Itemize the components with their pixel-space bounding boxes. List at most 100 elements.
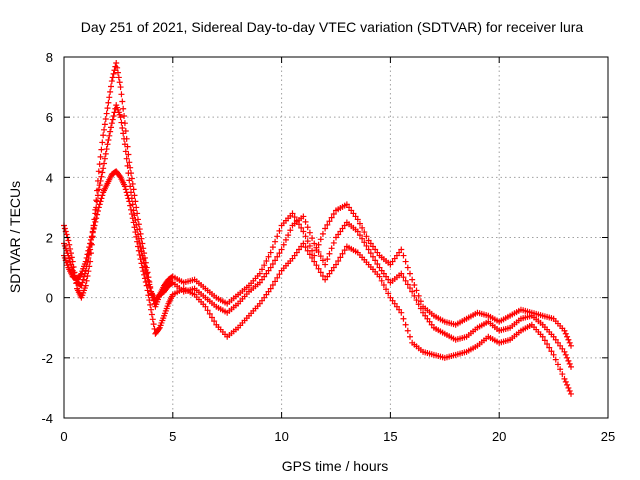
data-point-fill <box>134 238 141 245</box>
data-point-fill <box>328 245 335 252</box>
data-point-fill <box>541 337 548 344</box>
data-point-fill <box>118 91 125 98</box>
data-point-fill <box>291 214 298 221</box>
data-point-fill <box>566 387 573 394</box>
data-point-fill <box>326 218 333 225</box>
data-point-fill <box>391 255 398 262</box>
data-point-fill <box>276 250 283 257</box>
data-point <box>267 249 274 256</box>
data-point-fill <box>98 146 105 153</box>
data-point-fill <box>298 224 305 231</box>
data-point-fill <box>265 267 272 274</box>
data-point-fill <box>124 192 131 199</box>
data-point-fill <box>261 262 268 269</box>
data-point-fill <box>269 244 276 251</box>
data-point-fill <box>103 110 110 117</box>
data-point <box>139 240 146 247</box>
data-point-fill <box>378 277 385 284</box>
data-point <box>550 351 557 358</box>
data-point-fill <box>259 276 266 283</box>
data-point-fill <box>204 307 211 314</box>
data-point-fill <box>142 266 149 273</box>
data-point-fill <box>120 105 127 112</box>
data-point <box>409 288 416 295</box>
data-point-fill <box>324 221 331 228</box>
y-tick-label: 6 <box>46 110 53 125</box>
data-point-fill <box>263 291 270 298</box>
data-point-fill <box>413 287 420 294</box>
data-point-fill <box>133 233 140 240</box>
data-point-fill <box>280 241 287 248</box>
data-point-fill <box>136 251 143 258</box>
data-point-fill <box>140 268 147 275</box>
data-point-fill <box>317 253 324 260</box>
data-point-fill <box>317 236 324 243</box>
data-point <box>130 219 137 226</box>
data-point <box>100 132 107 139</box>
data-point-fill <box>564 381 571 388</box>
data-point-fill <box>115 74 122 81</box>
data-point-fill <box>80 276 87 283</box>
y-axis-label: SDTVAR / TECUs <box>7 181 23 293</box>
data-point-fill <box>272 257 279 264</box>
data-point <box>333 261 339 268</box>
data-point-fill <box>96 201 103 208</box>
data-point-fill <box>315 265 322 272</box>
data-point-fill <box>319 257 326 264</box>
data-point-fill <box>146 297 153 304</box>
data-point-fill <box>136 226 143 233</box>
data-point <box>343 201 350 208</box>
data-point-fill <box>396 306 403 313</box>
data-point-fill <box>131 192 138 199</box>
data-point <box>104 105 111 112</box>
data-point-fill <box>396 249 403 256</box>
data-point-fill <box>319 273 326 280</box>
data-point-fill <box>118 119 125 126</box>
data-point-fill <box>101 121 108 128</box>
data-point-fill <box>359 224 366 231</box>
data-point-fill <box>367 240 374 247</box>
data-point <box>322 261 329 268</box>
data-point-fill <box>554 339 561 346</box>
data-point-fill <box>119 98 126 105</box>
data-point <box>78 282 85 289</box>
data-point-fill <box>146 281 153 288</box>
data-point-fill <box>304 247 311 254</box>
data-point-fill <box>208 314 215 321</box>
data-point-fill <box>98 173 105 180</box>
data-point <box>539 333 546 340</box>
data-point-fill <box>68 254 75 261</box>
data-point-fill <box>81 273 88 280</box>
y-tick-label: 0 <box>46 291 53 306</box>
data-point <box>311 258 318 265</box>
data-point <box>117 84 124 91</box>
data-point <box>322 276 329 283</box>
data-point-fill <box>285 232 292 239</box>
data-point-fill <box>304 224 311 231</box>
x-tick-label: 20 <box>492 429 506 444</box>
data-point-fill <box>66 241 73 248</box>
data-point-fill <box>326 250 333 257</box>
data-point-fill <box>265 288 272 295</box>
data-point-fill <box>119 124 126 131</box>
data-point-fill <box>125 170 132 177</box>
data-point-fill <box>337 228 344 235</box>
data-point-fill <box>211 318 218 325</box>
data-point <box>561 327 568 334</box>
data-point-fill <box>552 336 559 343</box>
data-point-fill <box>97 153 104 160</box>
data-point-fill <box>426 318 433 325</box>
data-point-fill <box>315 241 322 248</box>
data-point-fill <box>406 285 413 292</box>
data-point-fill <box>106 132 113 139</box>
data-point-fill <box>315 248 322 255</box>
data-point <box>289 210 296 217</box>
data-point-fill <box>107 88 114 95</box>
x-axis-label: GPS time / hours <box>282 458 389 474</box>
data-point-fill <box>554 361 561 368</box>
data-point-fill <box>128 206 135 213</box>
data-point-fill <box>424 315 431 322</box>
data-point-fill <box>94 211 101 218</box>
data-point-fill <box>372 257 379 264</box>
data-point-fill <box>413 297 420 304</box>
